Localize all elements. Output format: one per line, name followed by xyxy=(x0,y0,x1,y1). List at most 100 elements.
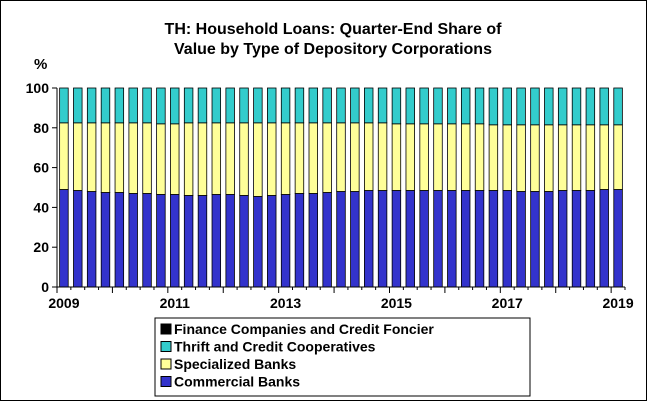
bar-segment-commercial-banks-30 xyxy=(474,190,485,288)
bar-segment-commercial-banks-3 xyxy=(100,192,111,288)
bar-segment-specialized-banks-40 xyxy=(613,124,623,190)
bar-segment-commercial-banks-20 xyxy=(336,191,346,288)
bar-segment-commercial-banks-0 xyxy=(59,189,69,288)
x-tick-label: 2017 xyxy=(492,295,523,311)
bar-segment-specialized-banks-16 xyxy=(280,122,291,195)
bar-segment-thrift-and-credit-cooperatives-20 xyxy=(336,87,346,124)
bar-segment-specialized-banks-5 xyxy=(128,122,138,194)
bar-segment-commercial-banks-13 xyxy=(239,195,249,288)
bar-segment-commercial-banks-22 xyxy=(364,190,374,288)
bar-segment-specialized-banks-13 xyxy=(239,122,249,196)
bar-segment-commercial-banks-12 xyxy=(225,194,235,288)
bar-segment-commercial-banks-15 xyxy=(267,195,277,288)
bar-segment-specialized-banks-8 xyxy=(170,123,180,195)
bar-segment-specialized-banks-18 xyxy=(308,122,318,194)
bar-segment-commercial-banks-24 xyxy=(391,190,402,288)
bar-segment-thrift-and-credit-cooperatives-15 xyxy=(267,87,277,124)
bar-segment-commercial-banks-19 xyxy=(322,192,332,288)
bar-segment-thrift-and-credit-cooperatives-18 xyxy=(308,87,318,124)
legend-label-finance-companies-and-credit-foncier: Finance Companies and Credit Foncier xyxy=(174,321,434,337)
bar-segment-specialized-banks-36 xyxy=(557,124,568,191)
bar-segment-specialized-banks-25 xyxy=(405,123,415,191)
bar-segment-specialized-banks-7 xyxy=(156,123,166,195)
bar-segment-thrift-and-credit-cooperatives-1 xyxy=(73,87,83,124)
bar-segment-commercial-banks-14 xyxy=(253,196,263,288)
bar-segment-commercial-banks-5 xyxy=(128,193,138,288)
bar-segment-specialized-banks-39 xyxy=(599,124,609,190)
bar-segment-thrift-and-credit-cooperatives-16 xyxy=(280,87,291,124)
bar-segment-commercial-banks-4 xyxy=(114,192,125,288)
y-tick-label: 0 xyxy=(41,279,49,295)
bar-segment-thrift-and-credit-cooperatives-38 xyxy=(585,87,596,126)
legend-swatch-finance-companies-and-credit-foncier xyxy=(160,323,172,335)
bar-segment-specialized-banks-22 xyxy=(364,122,374,191)
bar-segment-specialized-banks-6 xyxy=(142,122,152,194)
bar-segment-thrift-and-credit-cooperatives-21 xyxy=(350,87,360,124)
bar-segment-commercial-banks-33 xyxy=(516,191,526,288)
bar-segment-commercial-banks-39 xyxy=(599,189,609,288)
bar-segment-specialized-banks-34 xyxy=(530,124,540,192)
bar-segment-thrift-and-credit-cooperatives-34 xyxy=(530,87,540,126)
bar-segment-thrift-and-credit-cooperatives-25 xyxy=(405,87,415,125)
bar-segment-commercial-banks-21 xyxy=(350,191,360,288)
bar-segment-commercial-banks-7 xyxy=(156,194,166,288)
bar-segment-specialized-banks-20 xyxy=(336,122,346,192)
plot-area xyxy=(59,87,623,288)
bar-segment-thrift-and-credit-cooperatives-39 xyxy=(599,87,609,126)
bar-segment-thrift-and-credit-cooperatives-12 xyxy=(225,87,235,124)
bar-segment-thrift-and-credit-cooperatives-4 xyxy=(114,87,125,124)
x-tick-label: 2013 xyxy=(270,295,301,311)
bar-segment-specialized-banks-2 xyxy=(86,122,97,192)
bar-segment-commercial-banks-36 xyxy=(557,190,568,288)
bar-segment-commercial-banks-26 xyxy=(419,190,429,288)
bar-segment-specialized-banks-24 xyxy=(391,123,402,191)
bar-segment-thrift-and-credit-cooperatives-17 xyxy=(294,87,305,124)
bar-segment-commercial-banks-2 xyxy=(86,191,97,288)
bar-segment-thrift-and-credit-cooperatives-30 xyxy=(474,87,485,125)
y-tick-label: 40 xyxy=(33,199,49,215)
x-tick-label: 2009 xyxy=(48,295,79,311)
bar-segment-specialized-banks-4 xyxy=(114,122,125,193)
bar-segment-thrift-and-credit-cooperatives-40 xyxy=(613,87,623,126)
bar-segment-thrift-and-credit-cooperatives-23 xyxy=(377,87,388,124)
bar-segment-specialized-banks-15 xyxy=(267,122,277,196)
bar-segment-specialized-banks-14 xyxy=(253,122,263,197)
x-tick-label: 2015 xyxy=(381,295,412,311)
bar-segment-thrift-and-credit-cooperatives-22 xyxy=(364,87,374,124)
bar-segment-specialized-banks-9 xyxy=(183,122,194,196)
bar-segment-thrift-and-credit-cooperatives-29 xyxy=(460,87,471,125)
bar-segment-thrift-and-credit-cooperatives-10 xyxy=(197,87,208,124)
bar-segment-specialized-banks-35 xyxy=(544,124,554,192)
bar-segment-commercial-banks-28 xyxy=(447,190,457,288)
x-tick-label: 2019 xyxy=(602,295,633,311)
bar-segment-thrift-and-credit-cooperatives-14 xyxy=(253,87,263,124)
bar-segment-commercial-banks-9 xyxy=(183,195,194,288)
bar-segment-thrift-and-credit-cooperatives-27 xyxy=(433,87,443,125)
legend-label-thrift-and-credit-cooperatives: Thrift and Credit Cooperatives xyxy=(174,339,376,355)
bar-segment-specialized-banks-19 xyxy=(322,122,332,193)
bar-segment-specialized-banks-27 xyxy=(433,123,443,191)
legend-box xyxy=(154,317,531,397)
legend-swatch-commercial-banks xyxy=(160,376,172,387)
bar-segment-thrift-and-credit-cooperatives-19 xyxy=(322,87,332,124)
bar-segment-commercial-banks-27 xyxy=(433,190,443,288)
bar-segment-commercial-banks-23 xyxy=(377,190,388,288)
bar-segment-specialized-banks-32 xyxy=(502,124,512,191)
y-tick-label: 100 xyxy=(26,80,50,96)
bar-segment-commercial-banks-6 xyxy=(142,193,152,288)
bar-segment-thrift-and-credit-cooperatives-28 xyxy=(447,87,457,125)
bar-segment-specialized-banks-0 xyxy=(59,122,69,190)
bar-segment-commercial-banks-38 xyxy=(585,190,596,288)
bar-segment-specialized-banks-12 xyxy=(225,122,235,195)
bar-segment-commercial-banks-40 xyxy=(613,189,623,288)
y-tick-label: 20 xyxy=(33,239,49,255)
bar-segment-specialized-banks-28 xyxy=(447,123,457,191)
bar-segment-thrift-and-credit-cooperatives-5 xyxy=(128,87,138,124)
bar-segment-specialized-banks-29 xyxy=(460,123,471,191)
bar-segment-specialized-banks-17 xyxy=(294,122,305,194)
y-tick-label: 80 xyxy=(33,120,49,136)
bar-segment-thrift-and-credit-cooperatives-35 xyxy=(544,87,554,126)
bar-segment-commercial-banks-1 xyxy=(73,190,83,288)
